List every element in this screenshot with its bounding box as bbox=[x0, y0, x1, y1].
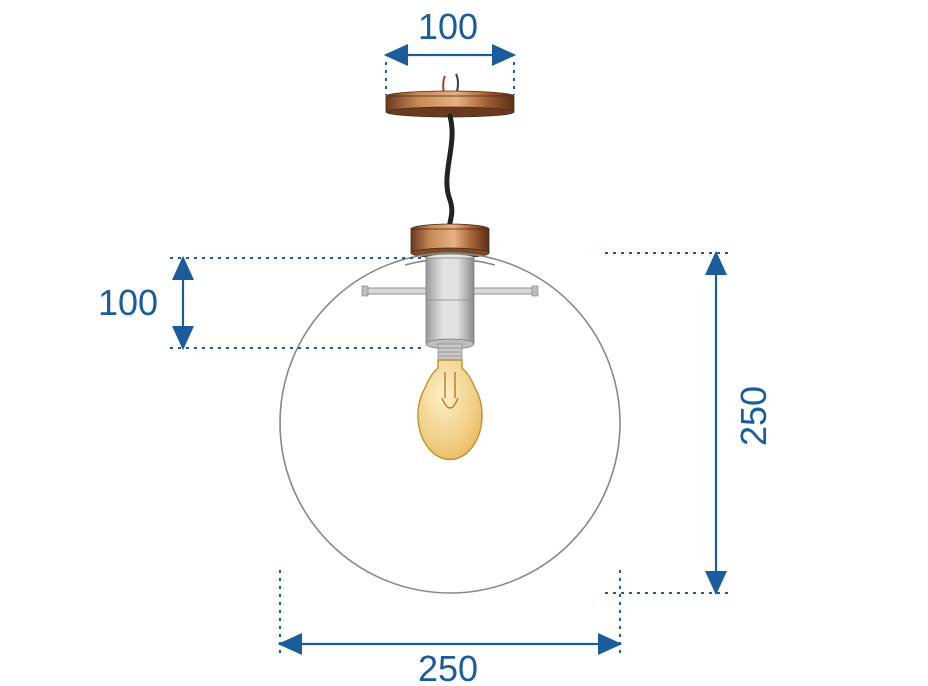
technical-drawing: 100 100 250 250 bbox=[0, 0, 928, 686]
dim-globe-width bbox=[280, 570, 620, 658]
drawing-svg bbox=[0, 0, 928, 686]
dim-socket-height bbox=[170, 258, 424, 348]
ceiling-canopy bbox=[386, 74, 514, 117]
dim-globe-height bbox=[605, 253, 730, 593]
light-bulb bbox=[418, 344, 482, 459]
label-canopy-width: 100 bbox=[418, 6, 478, 48]
label-globe-width: 250 bbox=[418, 648, 478, 686]
label-socket-height: 100 bbox=[98, 282, 158, 324]
dim-canopy-width bbox=[386, 55, 514, 95]
socket-body bbox=[426, 254, 474, 349]
label-globe-height: 250 bbox=[733, 386, 775, 446]
pendant-cord bbox=[447, 116, 452, 228]
